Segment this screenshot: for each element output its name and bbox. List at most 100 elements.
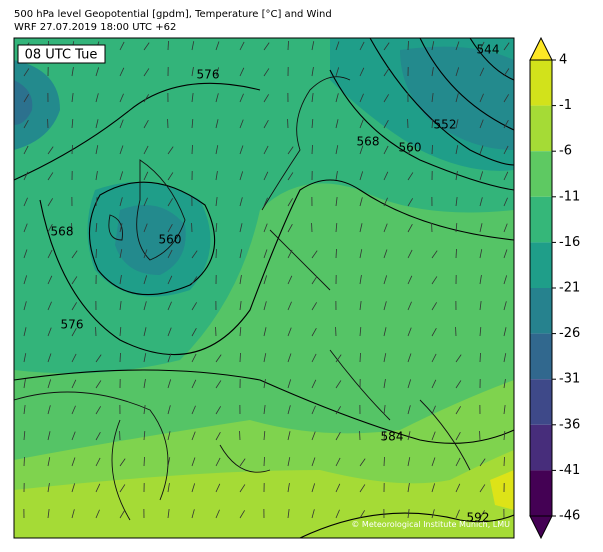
wind-barb	[71, 509, 75, 519]
wind-barb	[215, 67, 220, 77]
wind-barb	[287, 353, 292, 363]
wind-barb	[239, 41, 245, 51]
wind-barb	[143, 327, 147, 337]
wind-barb	[47, 353, 52, 363]
wind-barb	[431, 93, 434, 103]
wind-barb	[407, 405, 411, 415]
wind-barb	[143, 456, 145, 467]
wind-barb	[215, 431, 221, 441]
wind-barb	[47, 172, 54, 181]
wind-barb	[383, 405, 386, 415]
contour-label: 576	[61, 318, 84, 332]
wind-barb	[431, 119, 434, 129]
wind-barb	[479, 352, 481, 363]
wind-barb	[215, 93, 219, 103]
wind-barb	[167, 275, 173, 285]
wind-barb	[119, 301, 122, 311]
wind-barb	[143, 68, 150, 77]
wind-barb	[95, 171, 98, 181]
wind-barb	[167, 457, 171, 467]
wind-barb	[71, 483, 76, 493]
wind-barb	[143, 275, 148, 285]
wind-barb	[215, 380, 222, 389]
wind-barb	[215, 41, 220, 51]
wind-barb	[455, 509, 460, 519]
wind-barb	[359, 484, 366, 493]
wind-barb	[47, 249, 53, 259]
wind-barb	[143, 431, 146, 441]
wind-barb	[335, 248, 337, 259]
wind-barb	[215, 197, 218, 207]
wind-barb	[503, 171, 509, 181]
wind-barb	[23, 405, 26, 415]
wind-barb	[407, 146, 414, 155]
wind-barb	[407, 431, 411, 441]
wind-barb	[239, 197, 243, 207]
wind-barb	[119, 119, 124, 129]
wind-barb	[119, 458, 126, 467]
colorbar-tick-label: -41	[559, 463, 580, 478]
colorbar-tick-label: -6	[559, 144, 572, 159]
colorbar-tick-label: -16	[559, 235, 580, 250]
wind-barb	[407, 509, 410, 519]
copyright: © Meteorological Institute Munich, LMU	[351, 520, 510, 529]
contour-label: 592	[467, 511, 490, 525]
wind-barb	[167, 198, 174, 207]
wind-barb	[143, 223, 148, 233]
wind-barb	[263, 119, 269, 129]
wind-barb	[383, 456, 385, 467]
contour-label: 576	[197, 68, 220, 82]
wind-barb	[143, 171, 149, 181]
wind-barb	[503, 405, 506, 415]
wind-barb	[287, 223, 293, 233]
wind-barb	[71, 457, 76, 467]
wind-barb	[431, 353, 437, 363]
wind-barb	[311, 250, 318, 259]
wind-barb	[287, 379, 292, 389]
wind-barb	[383, 379, 386, 389]
wind-barb	[215, 171, 218, 181]
wind-barb	[263, 379, 266, 389]
wind-barb	[383, 68, 390, 77]
wind-barb	[455, 171, 458, 181]
wind-barb	[335, 483, 341, 493]
wind-barb	[143, 249, 148, 259]
wind-barb	[407, 379, 412, 389]
wind-barb	[431, 250, 438, 259]
wind-barb	[287, 249, 293, 259]
wind-barb	[383, 353, 387, 363]
wind-barb	[359, 171, 364, 181]
wind-barb	[23, 379, 26, 389]
wind-barb	[191, 483, 196, 493]
wind-barb	[383, 94, 390, 103]
wind-barb	[407, 249, 413, 259]
wind-barb	[311, 144, 313, 155]
colorbar-tick-label: -1	[559, 98, 572, 113]
wind-barb	[359, 145, 364, 155]
wind-barb	[119, 67, 125, 77]
wind-barb	[23, 223, 28, 233]
wind-barb	[239, 145, 244, 155]
wind-barb	[479, 41, 485, 51]
wind-barb	[71, 379, 77, 389]
wind-barb	[479, 327, 482, 337]
wind-barb	[71, 93, 74, 103]
wind-barb	[287, 146, 294, 155]
colorbar-under	[529, 515, 553, 540]
wind-barb	[143, 301, 147, 311]
wind-barb	[143, 197, 148, 207]
wind-barb	[191, 144, 193, 155]
wind-barb	[287, 301, 292, 311]
time-label: 08 UTC Tue	[25, 48, 98, 63]
wind-barb	[167, 431, 171, 441]
wind-barb	[263, 249, 268, 259]
wind-barb	[311, 302, 318, 311]
wind-barb	[95, 380, 102, 389]
wind-barb	[167, 223, 173, 233]
wind-barb	[431, 276, 438, 285]
wind-barb	[455, 483, 461, 493]
wind-barb	[287, 509, 290, 519]
wind-barb	[503, 301, 507, 311]
wind-barb	[479, 510, 486, 519]
wind-barb	[407, 275, 413, 285]
